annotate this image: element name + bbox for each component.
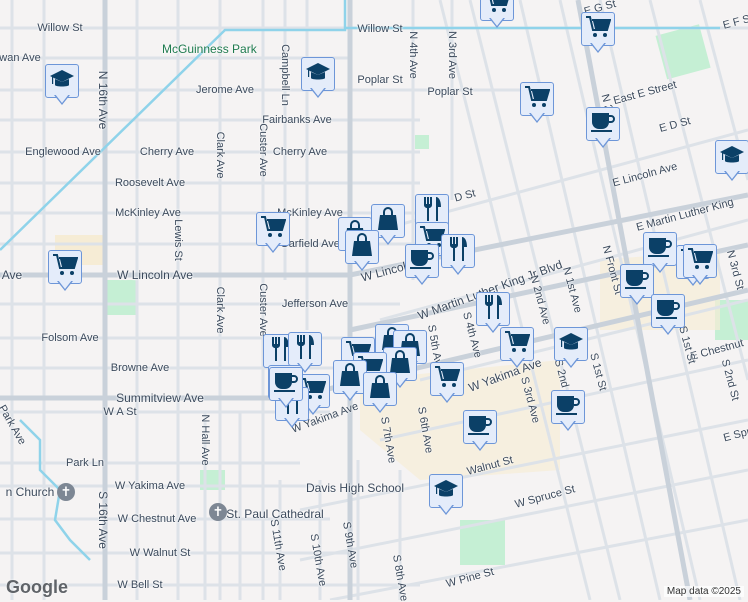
map-attribution[interactable]: Map data ©2025	[663, 586, 744, 597]
cafe-marker[interactable]	[463, 410, 497, 454]
cafe-marker[interactable]	[405, 244, 439, 288]
school-marker[interactable]	[45, 64, 79, 108]
cafe-marker[interactable]	[586, 107, 620, 151]
grocery-icon	[300, 377, 327, 406]
cafe-icon	[467, 414, 493, 441]
restaurant-marker[interactable]	[441, 234, 475, 278]
grocery-marker[interactable]	[581, 12, 615, 56]
restaurant-marker[interactable]	[288, 332, 322, 376]
cafe-icon	[273, 371, 299, 398]
school-icon	[433, 478, 459, 505]
shopping-marker[interactable]	[333, 360, 367, 404]
cafe-marker[interactable]	[551, 390, 585, 434]
cafe-icon	[555, 394, 581, 421]
shopping-icon	[369, 374, 391, 404]
cafe-marker[interactable]	[269, 367, 303, 411]
grocery-icon	[504, 330, 531, 359]
shopping-icon	[389, 349, 411, 379]
grocery-icon	[585, 15, 612, 44]
school-marker[interactable]	[429, 474, 463, 518]
grocery-marker[interactable]	[520, 82, 554, 126]
grocery-marker[interactable]	[430, 362, 464, 406]
restaurant-icon	[482, 294, 504, 325]
shopping-icon	[351, 232, 373, 262]
cafe-marker[interactable]	[620, 264, 654, 308]
grocery-marker[interactable]	[500, 327, 534, 371]
church-icon[interactable]: ✝	[57, 483, 75, 501]
cafe-icon	[590, 111, 616, 138]
shopping-marker[interactable]	[371, 204, 405, 248]
school-icon	[305, 61, 331, 88]
school-marker[interactable]	[554, 327, 588, 371]
cafe-icon	[655, 298, 681, 325]
grocery-icon	[260, 215, 287, 244]
cafe-icon	[624, 268, 650, 295]
grocery-icon	[434, 365, 461, 394]
grocery-marker[interactable]	[683, 244, 717, 288]
cafe-icon	[409, 248, 435, 275]
shopping-icon	[339, 362, 361, 392]
school-marker[interactable]	[715, 140, 748, 184]
restaurant-icon	[447, 236, 469, 267]
school-marker[interactable]	[301, 57, 335, 101]
restaurant-icon	[421, 196, 443, 227]
grocery-icon	[687, 247, 714, 276]
restaurant-marker[interactable]	[476, 292, 510, 336]
google-logo[interactable]: Google	[6, 577, 68, 597]
cafe-marker[interactable]	[651, 294, 685, 338]
shopping-marker[interactable]	[345, 230, 379, 274]
grocery-marker[interactable]	[480, 0, 514, 31]
grocery-marker[interactable]	[256, 212, 290, 256]
restaurant-icon	[294, 334, 316, 365]
school-icon	[49, 68, 75, 95]
school-icon	[719, 144, 745, 171]
grocery-marker[interactable]	[48, 250, 82, 294]
shopping-icon	[377, 206, 399, 236]
grocery-icon	[419, 225, 446, 254]
grocery-icon	[484, 0, 510, 19]
cafe-icon	[647, 236, 673, 263]
grocery-icon	[52, 253, 79, 282]
grocery-icon	[524, 85, 551, 114]
restaurant-icon	[269, 336, 291, 367]
shopping-marker[interactable]	[363, 372, 397, 416]
school-icon	[558, 331, 584, 358]
shopping-marker[interactable]	[383, 347, 417, 391]
church-icon[interactable]: ✝	[209, 503, 227, 521]
